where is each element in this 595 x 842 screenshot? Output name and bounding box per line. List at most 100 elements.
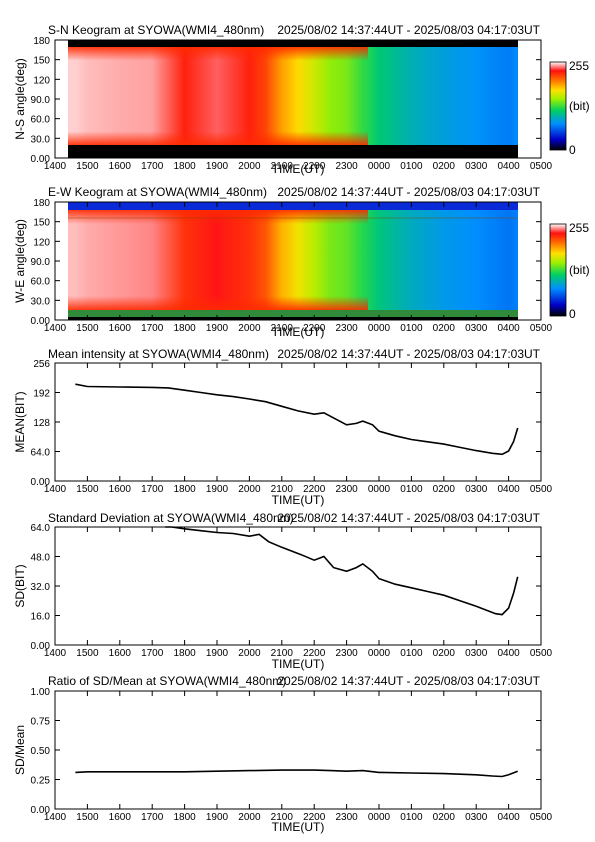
- x-tick-label: 1900: [206, 323, 229, 334]
- x-tick-label: 0300: [465, 484, 488, 495]
- y-tick-label: 1.00: [31, 687, 51, 698]
- panel-sn-keogram: S-N Keogram at SYOWA(WMI4_480nm) 2025/08…: [13, 23, 590, 176]
- x-tick-label: 2300: [335, 484, 358, 495]
- keogram-blue-top: [68, 202, 518, 210]
- x-tick-label: 1800: [173, 484, 196, 495]
- y-tick-label: 0.00: [31, 316, 51, 327]
- y-tick-label: 60.0: [31, 277, 51, 288]
- x-tick-label: 0100: [400, 161, 423, 172]
- x-tick-label: 2000: [238, 812, 261, 823]
- x-tick-label: 1600: [109, 161, 132, 172]
- x-tick-label: 2000: [238, 323, 261, 334]
- x-tick-label: 0100: [400, 648, 423, 659]
- colorbar: [549, 61, 567, 151]
- x-tick-label: 1600: [109, 484, 132, 495]
- panel-ew-keogram: E-W Keogram at SYOWA(WMI4_480nm) 2025/08…: [13, 185, 590, 339]
- x-tick-label: 2200: [303, 161, 326, 172]
- x-tick-label: 0300: [465, 648, 488, 659]
- mean-intensity-line: [75, 383, 519, 456]
- x-tick-label: 2100: [271, 484, 294, 495]
- x-tick-label: 1400: [44, 484, 67, 495]
- y-tick-label: 150: [33, 218, 50, 229]
- y-tick-label: 90.0: [31, 95, 51, 106]
- x-tick-label: 2000: [238, 648, 261, 659]
- x-tick-label: 2100: [271, 812, 294, 823]
- x-tick-label: 1600: [109, 812, 132, 823]
- panel-title: Standard Deviation at SYOWA(WMI4_480nm): [48, 511, 294, 525]
- x-tick-label: 1500: [76, 323, 99, 334]
- keogram-edge-glow: [68, 47, 368, 145]
- y-tick-label: 90.0: [31, 257, 51, 268]
- x-tick-label: 1700: [141, 812, 164, 823]
- x-axis-label: TIME(UT): [272, 325, 325, 339]
- x-tick-label: 0500: [530, 484, 553, 495]
- keogram-green-bottom: [68, 310, 518, 317]
- y-tick-label: 0.00: [31, 154, 51, 165]
- x-axis-label: TIME(UT): [272, 657, 325, 671]
- y-axis-label: SD(BIT): [13, 564, 27, 607]
- x-tick-label: 0000: [368, 812, 391, 823]
- x-tick-label: 0500: [530, 161, 553, 172]
- x-tick-label: 2100: [271, 648, 294, 659]
- x-axis-label: TIME(UT): [272, 820, 325, 834]
- y-tick-label: 150: [33, 56, 50, 67]
- colorbar-unit-label: (bit): [569, 99, 590, 113]
- plot-frame: [54, 526, 542, 646]
- y-tick-label: 0.00: [31, 805, 51, 816]
- x-tick-label: 0200: [433, 323, 456, 334]
- x-tick-label: 0500: [530, 812, 553, 823]
- plot-frame: [54, 690, 542, 810]
- panel-standard-deviation: Standard Deviation at SYOWA(WMI4_480nm) …: [13, 511, 553, 671]
- panel-title: Ratio of SD/Mean at SYOWA(WMI4_480nm): [48, 674, 286, 688]
- x-tick-label: 1400: [44, 161, 67, 172]
- x-tick-label: 2000: [238, 161, 261, 172]
- x-tick-label: 0200: [433, 812, 456, 823]
- y-tick-label: 120: [33, 75, 50, 86]
- x-tick-label: 0200: [433, 161, 456, 172]
- panel-title: S-N Keogram at SYOWA(WMI4_480nm): [48, 23, 264, 37]
- x-tick-label: 0100: [400, 323, 423, 334]
- x-tick-label: 1900: [206, 648, 229, 659]
- x-tick-label: 1500: [76, 161, 99, 172]
- y-tick-label: 256: [33, 359, 50, 370]
- x-tick-label: 2200: [303, 484, 326, 495]
- x-tick-label: 2000: [238, 484, 261, 495]
- x-tick-label: 2200: [303, 812, 326, 823]
- x-tick-label: 0400: [497, 812, 520, 823]
- colorbar-min-label: 0: [569, 143, 576, 157]
- x-tick-label: 0400: [497, 484, 520, 495]
- x-tick-label: 0300: [465, 812, 488, 823]
- x-tick-label: 1700: [141, 648, 164, 659]
- panel-ratio-sd-mean: Ratio of SD/Mean at SYOWA(WMI4_480nm) 20…: [13, 674, 553, 834]
- x-tick-label: 1400: [44, 648, 67, 659]
- x-axis-label: TIME(UT): [272, 493, 325, 507]
- y-tick-label: 16.0: [31, 612, 51, 623]
- x-tick-label: 2200: [303, 648, 326, 659]
- time-span: 2025/08/02 14:37:44UT - 2025/08/03 04:17…: [277, 185, 540, 199]
- y-tick-label: 30.0: [31, 134, 51, 145]
- x-tick-label: 1900: [206, 161, 229, 172]
- time-span: 2025/08/02 14:37:44UT - 2025/08/03 04:17…: [277, 347, 540, 361]
- x-tick-label: 1500: [76, 484, 99, 495]
- panel-title: E-W Keogram at SYOWA(WMI4_480nm): [48, 185, 267, 199]
- x-tick-label: 0000: [368, 323, 391, 334]
- plot-frame: [54, 362, 542, 482]
- x-tick-label: 1600: [109, 648, 132, 659]
- x-tick-label: 1800: [173, 648, 196, 659]
- x-tick-label: 1900: [206, 484, 229, 495]
- panel-mean-intensity: Mean intensity at SYOWA(WMI4_480nm) 2025…: [13, 347, 553, 507]
- x-tick-label: 1500: [76, 812, 99, 823]
- x-tick-label: 2100: [271, 161, 294, 172]
- x-tick-label: 0400: [497, 161, 520, 172]
- y-tick-label: 64.0: [31, 523, 51, 534]
- x-tick-label: 1700: [141, 161, 164, 172]
- x-tick-label: 1800: [173, 812, 196, 823]
- y-tick-label: 192: [33, 389, 50, 400]
- time-span: 2025/08/02 14:37:44UT - 2025/08/03 04:17…: [277, 511, 540, 525]
- y-tick-label: 0.00: [31, 641, 51, 652]
- x-tick-label: 2300: [335, 812, 358, 823]
- x-tick-label: 2100: [271, 323, 294, 334]
- time-span: 2025/08/02 14:37:44UT - 2025/08/03 04:17…: [277, 23, 540, 37]
- ratio-sd-mean-line: [75, 769, 518, 778]
